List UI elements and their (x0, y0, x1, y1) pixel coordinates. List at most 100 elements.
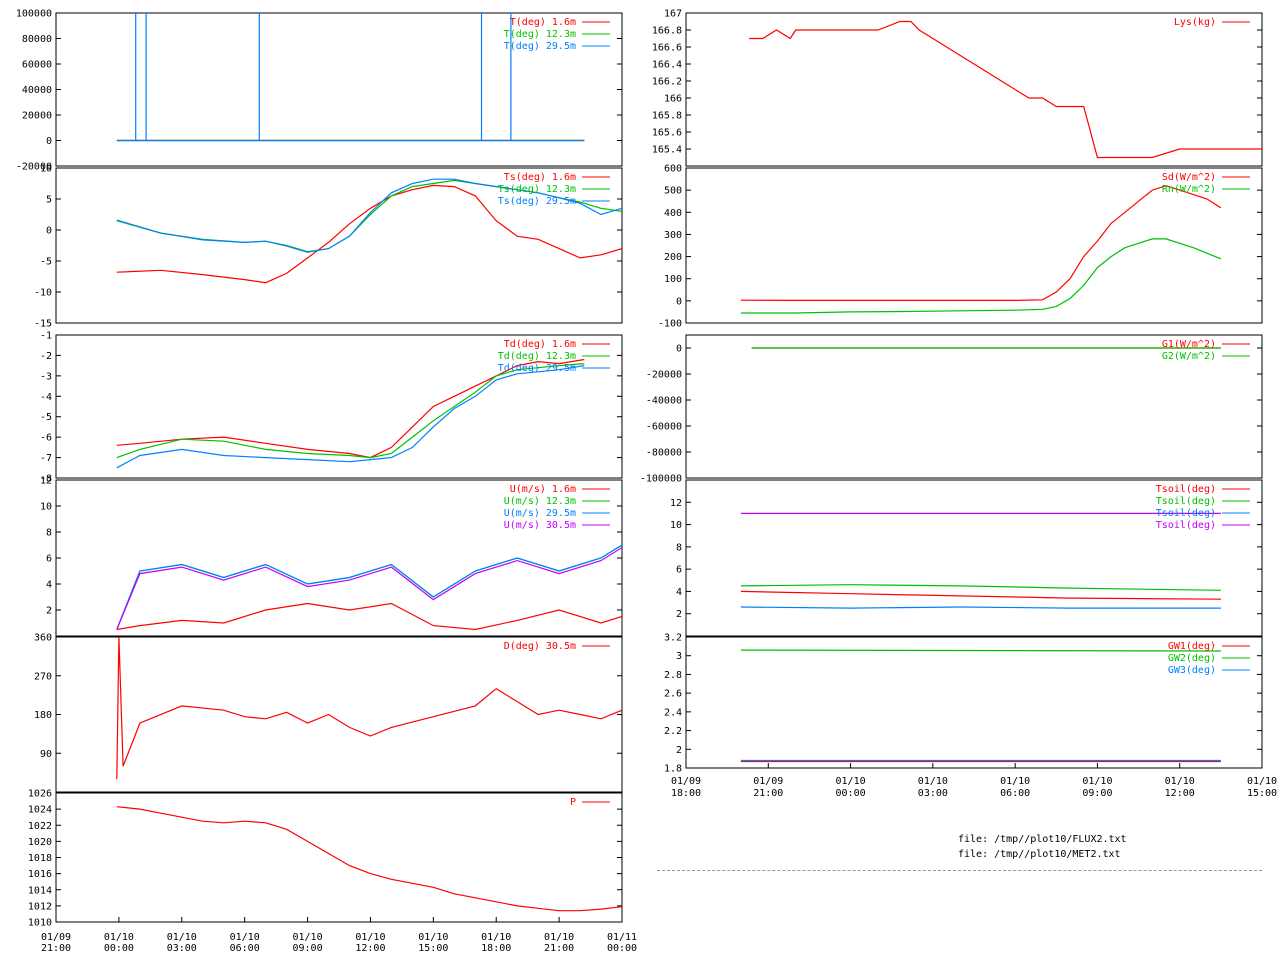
series-group (740, 512, 1221, 609)
series-group (740, 649, 1221, 763)
x-tick-label-time: 21:00 (41, 943, 71, 954)
x-tick-label-date: 01/10 (418, 932, 448, 943)
panel-frame (685, 167, 1263, 324)
y-tick-label: 0 (676, 296, 682, 307)
x-tick-label-time: 03:00 (918, 788, 948, 799)
y-tick-label: 8 (46, 528, 52, 539)
y-tick-label: 1014 (28, 885, 52, 896)
y-tick-label: 1012 (28, 901, 52, 912)
y-tick-label: 3.2 (664, 633, 682, 644)
x-tick-label-date: 01/10 (1000, 776, 1030, 787)
x-tick-label-date: 01/10 (1082, 776, 1112, 787)
panel-frame (55, 792, 623, 923)
y-tick-label: -6 (40, 433, 52, 444)
y-tick-label: -5 (40, 412, 52, 423)
x-tick-label-time: 18:00 (671, 788, 701, 799)
series-group (116, 178, 622, 284)
y-tick-label: -100000 (640, 474, 682, 485)
y-tick-label: 12 (670, 498, 682, 509)
y-tick-label: 2.6 (664, 689, 682, 700)
y-tick-label: 360 (34, 633, 52, 644)
x-tick-label-time: 12:00 (1165, 788, 1195, 799)
y-tick-label: 90 (40, 749, 52, 760)
x-tick-label-time: 00:00 (836, 788, 866, 799)
y-tick-label: -1 (40, 331, 52, 342)
legend-label-1: T(deg) 12.3m (504, 29, 576, 40)
series-line-0 (116, 184, 622, 284)
y-tick-label: 1024 (28, 805, 52, 816)
x-tick-label-date: 01/10 (481, 932, 511, 943)
series-line-1 (740, 238, 1222, 314)
chart-panel-3: 12 10 8 6 4 2 U(m/s) 1.6mU(m/s) 12.3mU(m/s) 29… (40, 476, 623, 637)
panel-frame (685, 636, 1263, 769)
series-line-1 (740, 584, 1221, 591)
chart-panel-8: 0 -20000 -40000 -60000 -80000 -100000 G1(W/m^2… (640, 334, 1263, 485)
y-tick-label: 100 (664, 274, 682, 285)
y-tick-label: 166.6 (652, 43, 682, 54)
y-tick-label: 400 (664, 208, 682, 219)
x-tick-label-time: 15:00 (418, 943, 448, 954)
y-tick-label: -10 (34, 288, 52, 299)
y-tick-label: 0 (46, 136, 52, 147)
panel-frame (685, 479, 1263, 637)
panel-frame (685, 334, 1263, 479)
y-tick-label: 1022 (28, 821, 52, 832)
x-tick-label-time: 15:00 (1247, 788, 1277, 799)
y-tick-label: 20000 (22, 111, 52, 122)
y-tick-label: -80000 (646, 448, 682, 459)
legend-label-1: Tsoil(deg) (1156, 496, 1216, 507)
legend-label-0: P (570, 797, 576, 808)
x-tick-label-time: 12:00 (355, 943, 385, 954)
y-tick-label: 1016 (28, 869, 52, 880)
y-tick-label: 12 (40, 476, 52, 487)
file-label-met: file: /tmp//plot10/MET2.txt (958, 849, 1121, 860)
series-line-0 (116, 637, 622, 780)
x-tick-label-time: 06:00 (1000, 788, 1030, 799)
x-tick-label-date: 01/10 (836, 776, 866, 787)
y-tick-label: 2.8 (664, 670, 682, 681)
series-line-2 (740, 606, 1221, 609)
y-tick-label: 0 (676, 344, 682, 355)
series-line-1 (116, 363, 585, 459)
y-tick-label: -3 (40, 371, 52, 382)
y-tick-label: 4 (676, 587, 682, 598)
y-tick-label: 500 (664, 186, 682, 197)
y-tick-label: -20000 (16, 162, 52, 173)
panel-frame (55, 167, 623, 324)
legend-label-2: Tsoil(deg) (1156, 508, 1216, 519)
y-tick-label: 1026 (28, 789, 52, 800)
x-tick-label-date: 01/09 (41, 932, 71, 943)
y-tick-label: -2 (40, 351, 52, 362)
x-tick-label-time: 18:00 (481, 943, 511, 954)
legend-label-0: T(deg) 1.6m (510, 17, 576, 28)
y-tick-label: 6 (46, 554, 52, 565)
x-tick-label-date: 01/10 (293, 932, 323, 943)
file-label-flux: file: /tmp//plot10/FLUX2.txt (958, 834, 1127, 845)
series-line-2 (116, 544, 622, 630)
series-group (749, 20, 1262, 159)
x-tick-label-date: 01/10 (230, 932, 260, 943)
legend-label-3: U(m/s) 30.5m (504, 520, 576, 531)
x-tick-label-date: 01/10 (167, 932, 197, 943)
panel-frame (55, 334, 623, 479)
x-tick-label-time: 09:00 (1082, 788, 1112, 799)
legend-label-0: Tsoil(deg) (1156, 484, 1216, 495)
y-tick-label: 2 (676, 745, 682, 756)
y-tick-label: 60000 (22, 60, 52, 71)
y-tick-label: 8 (676, 542, 682, 553)
dashed-separator (657, 870, 1262, 871)
y-tick-label: -5 (40, 257, 52, 268)
y-tick-label: 5 (46, 195, 52, 206)
y-tick-label: 6 (676, 565, 682, 576)
series-line-0 (740, 185, 1222, 301)
y-tick-label: -100 (658, 319, 682, 330)
x-tick-label-date: 01/09 (753, 776, 783, 787)
x-tick-label-date: 01/10 (544, 932, 574, 943)
chart-panel-6: 167 166.8 166.6 166.4 166.2 166 165.8 165.6 165.… (652, 9, 1263, 167)
x-tick-label-date: 01/10 (104, 932, 134, 943)
legend-label-0: G1(W/m^2) (1162, 339, 1216, 350)
y-tick-label: 600 (664, 164, 682, 175)
series-group (116, 806, 622, 912)
series-line-3 (116, 547, 622, 630)
